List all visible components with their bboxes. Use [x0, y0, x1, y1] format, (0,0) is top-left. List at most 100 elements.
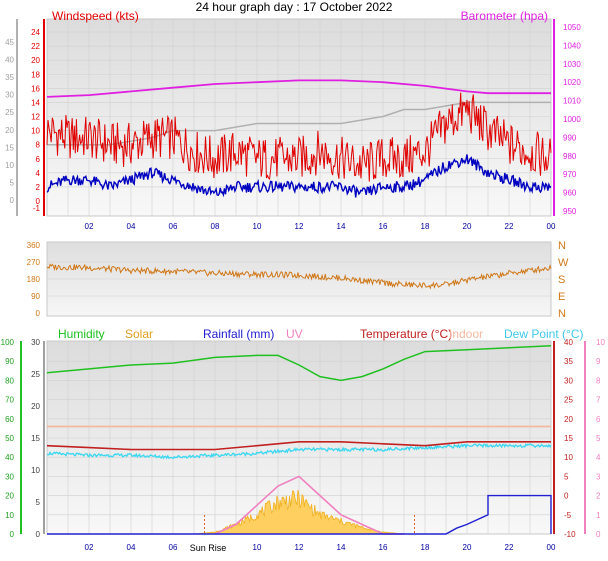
env-time-tick-label: 00 — [547, 543, 556, 552]
env-time-tick-label: 16 — [379, 543, 388, 552]
wind-time-tick-label: 12 — [295, 222, 304, 231]
wind-left-tick-label: 8 — [36, 141, 41, 150]
humidity-tick-label: 90 — [5, 357, 14, 366]
temp-tick-label: 30 — [564, 376, 573, 385]
solar-label: Solar — [125, 327, 153, 341]
wind-left-tick-label: 0 — [36, 197, 41, 206]
wind-left-tick-label: 10 — [31, 127, 40, 136]
windspeed-line — [46, 92, 552, 182]
humidity-tick-label: 80 — [5, 376, 14, 385]
rainfall-line — [47, 494, 552, 535]
humidity-tick-label: 60 — [5, 415, 14, 424]
axes: -102468101214161820222405101520253035404… — [1, 19, 605, 552]
wind-left-tick-label: 16 — [31, 84, 40, 93]
wind-time-tick-label: 06 — [169, 222, 178, 231]
temp-tick-label: 15 — [564, 434, 573, 443]
wind-outer-tick-label: 40 — [5, 56, 14, 65]
wind-outer-tick-label: 5 — [10, 178, 15, 187]
wind-left-tick-label: 6 — [36, 155, 41, 164]
wind-time-tick-label: 14 — [337, 222, 346, 231]
compass-label: N — [558, 240, 566, 252]
sunrise-label: Sun Rise — [190, 543, 227, 553]
solar-area — [173, 489, 425, 535]
baro-tick-label: 960 — [563, 189, 577, 198]
wind-left-tick-label: 18 — [31, 70, 40, 79]
solar-tick-label: 30 — [31, 338, 40, 347]
temperature-line — [46, 441, 551, 451]
temp-tick-label: 25 — [564, 396, 573, 405]
wind-direction-line — [46, 263, 552, 290]
uv-tick-label: 2 — [596, 492, 601, 501]
windspeed-label: Windspeed (kts) — [52, 9, 139, 23]
uv-label: UV — [286, 327, 303, 341]
wind-left-tick-label: 22 — [31, 42, 40, 51]
dewpoint-label: Dew Point (°C) — [504, 327, 583, 341]
temp-tick-label: 5 — [564, 472, 569, 481]
env-time-tick-label: 20 — [463, 543, 472, 552]
uv-tick-label: 8 — [596, 376, 601, 385]
compass-label: N — [558, 308, 566, 320]
env-time-tick-label: 14 — [337, 543, 346, 552]
wind-outer-tick-label: 0 — [10, 196, 15, 205]
baro-tick-label: 990 — [563, 133, 577, 142]
solar-tick-label: 15 — [31, 434, 40, 443]
wind-left-tick-label: 14 — [31, 98, 40, 107]
humidity-label: Humidity — [58, 327, 105, 341]
wind-outer-tick-label: 45 — [5, 38, 14, 47]
wind-left-tick-label: 24 — [31, 28, 40, 37]
baro-tick-label: 970 — [563, 170, 577, 179]
dir-tick-label: 180 — [27, 275, 41, 284]
series-lines — [46, 79, 552, 535]
temp-tick-label: -10 — [564, 530, 576, 539]
humidity-tick-label: 50 — [5, 434, 14, 443]
wind-time-tick-label: 04 — [127, 222, 136, 231]
wind-left-tick-label: 2 — [36, 183, 41, 192]
wind-time-tick-label: 16 — [379, 222, 388, 231]
wind-time-tick-label: 22 — [505, 222, 514, 231]
wind-time-tick-label: 18 — [421, 222, 430, 231]
wind-time-tick-label: 08 — [211, 222, 220, 231]
temp-tick-label: 35 — [564, 357, 573, 366]
indoor-label: Indoor — [449, 327, 483, 341]
dir-tick-label: 360 — [27, 241, 41, 250]
uv-tick-label: 1 — [596, 511, 601, 520]
humidity-tick-label: 20 — [5, 492, 14, 501]
wind-outer-tick-label: 25 — [5, 108, 14, 117]
compass-label: S — [558, 274, 565, 286]
temperature-label: Temperature (°C) — [360, 327, 452, 341]
dir-tick-label: 90 — [31, 292, 40, 301]
humidity-tick-label: 70 — [5, 396, 14, 405]
compass-label: E — [558, 291, 565, 303]
uv-tick-label: 0 — [596, 530, 601, 539]
uv-tick-label: 3 — [596, 472, 601, 481]
solar-tick-label: 25 — [31, 370, 40, 379]
baro-tick-label: 1020 — [563, 78, 581, 87]
humidity-tick-label: 10 — [5, 511, 14, 520]
uv-tick-label: 6 — [596, 415, 601, 424]
wind-outer-tick-label: 30 — [5, 91, 14, 100]
uv-tick-label: 7 — [596, 396, 601, 405]
env-time-tick-label: 10 — [253, 543, 262, 552]
wind-outer-tick-label: 15 — [5, 143, 14, 152]
solar-tick-label: 20 — [31, 402, 40, 411]
env-time-tick-label: 12 — [295, 543, 304, 552]
temp-tick-label: 20 — [564, 415, 573, 424]
dir-tick-label: 0 — [36, 309, 41, 318]
wind-outer-tick-label: 10 — [5, 161, 14, 170]
wind-left-tick-label: 4 — [36, 169, 41, 178]
compass-label: W — [558, 257, 569, 269]
baro-tick-label: 1030 — [563, 60, 581, 69]
wind-time-tick-label: 10 — [253, 222, 262, 231]
humidity-tick-label: 30 — [5, 472, 14, 481]
dewpoint-line — [46, 442, 552, 460]
humidity-tick-label: 0 — [10, 530, 15, 539]
temp-tick-label: 0 — [564, 492, 569, 501]
temp-tick-label: 40 — [564, 338, 573, 347]
solar-tick-label: 10 — [31, 466, 40, 475]
dir-tick-label: 270 — [27, 258, 41, 267]
temp-tick-label: 10 — [564, 453, 573, 462]
solar-tick-label: 5 — [36, 498, 41, 507]
wind-outer-tick-label: 20 — [5, 126, 14, 135]
barometer-label: Barometer (hpa) — [461, 9, 548, 23]
